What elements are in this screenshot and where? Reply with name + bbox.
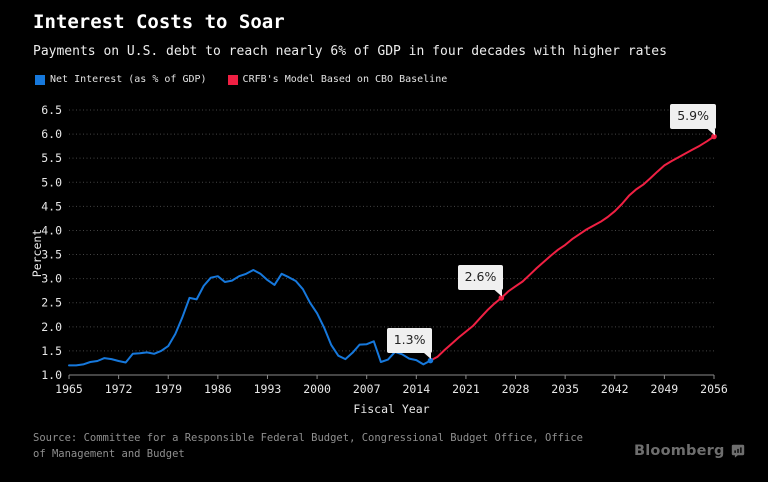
x-tick-label: 2000 bbox=[303, 382, 331, 396]
chart-title: Interest Costs to Soar bbox=[33, 11, 285, 33]
x-tick-label: 2007 bbox=[353, 382, 381, 396]
y-tick-label: 5.0 bbox=[41, 175, 62, 189]
x-tick-label: 2042 bbox=[601, 382, 629, 396]
source-note: Source: Committee for a Responsible Fede… bbox=[33, 431, 583, 462]
data-point-dot bbox=[711, 133, 717, 140]
callout-label: 2.6% bbox=[464, 268, 497, 284]
legend-swatch-blue-icon bbox=[35, 74, 45, 85]
y-tick-label: 2.5 bbox=[41, 296, 62, 310]
callout-2-6-percent: 2.6% bbox=[457, 264, 504, 297]
x-tick-label: 2021 bbox=[452, 382, 480, 396]
legend-swatch-red-icon bbox=[227, 74, 238, 85]
x-tick-label: 2056 bbox=[700, 382, 728, 396]
callout-tail bbox=[494, 289, 503, 297]
bloomberg-terminal-icon bbox=[731, 444, 744, 458]
callout-1-3-percent: 1.3% bbox=[386, 327, 433, 360]
y-tick-label: 6.0 bbox=[41, 127, 62, 141]
x-tick-label: 2049 bbox=[651, 382, 679, 396]
bloomberg-wordmark: Bloomberg bbox=[634, 443, 725, 459]
y-tick-label: 1.0 bbox=[41, 368, 62, 382]
x-tick-label: 1986 bbox=[204, 382, 232, 396]
y-tick-label: 2.0 bbox=[41, 320, 62, 334]
net-interest-line bbox=[68, 269, 432, 367]
y-tick-label: 4.5 bbox=[41, 199, 62, 213]
callout-tail bbox=[423, 352, 432, 360]
x-tick-label: 2028 bbox=[502, 382, 530, 396]
x-tick-label: 1993 bbox=[254, 382, 282, 396]
y-tick-label: 4.0 bbox=[41, 223, 62, 237]
chart-subtitle: Payments on U.S. debt to reach nearly 6%… bbox=[33, 44, 667, 59]
legend-label-crfb-model: CRFB's Model Based on CBO Baseline bbox=[242, 74, 448, 85]
legend: Net Interest (as % of GDP) CRFB's Model … bbox=[35, 74, 447, 85]
callout-5-9-percent: 5.9% bbox=[670, 103, 716, 136]
legend-item-crfb-model: CRFB's Model Based on CBO Baseline bbox=[227, 74, 448, 85]
callout-label: 5.9% bbox=[677, 107, 709, 123]
y-tick-label: 3.0 bbox=[41, 272, 62, 286]
legend-label-net-interest: Net Interest (as % of GDP) bbox=[50, 74, 207, 85]
y-tick-label: 6.5 bbox=[41, 103, 62, 117]
x-tick-label: 1965 bbox=[55, 382, 83, 396]
callout-tail bbox=[707, 128, 715, 136]
y-tick-label: 1.5 bbox=[41, 344, 62, 358]
x-tick-label: 2035 bbox=[551, 382, 579, 396]
y-tick-label: 3.5 bbox=[41, 248, 62, 262]
source-line-2: of Management and Budget bbox=[33, 447, 185, 460]
crfb-model-line bbox=[429, 135, 715, 362]
y-tick-label: 5.5 bbox=[41, 151, 62, 165]
x-tick-label: 2014 bbox=[402, 382, 430, 396]
x-tick-label: 1979 bbox=[154, 382, 182, 396]
data-point-dot bbox=[498, 295, 505, 301]
bloomberg-logo: Bloomberg bbox=[634, 443, 745, 459]
legend-item-net-interest: Net Interest (as % of GDP) bbox=[35, 74, 207, 85]
callout-label: 1.3% bbox=[393, 331, 426, 347]
x-axis-title: Fiscal Year bbox=[353, 402, 430, 416]
data-point-dot bbox=[427, 357, 434, 364]
x-tick-label: 1972 bbox=[105, 382, 133, 396]
source-line-1: Source: Committee for a Responsible Fede… bbox=[33, 432, 583, 444]
